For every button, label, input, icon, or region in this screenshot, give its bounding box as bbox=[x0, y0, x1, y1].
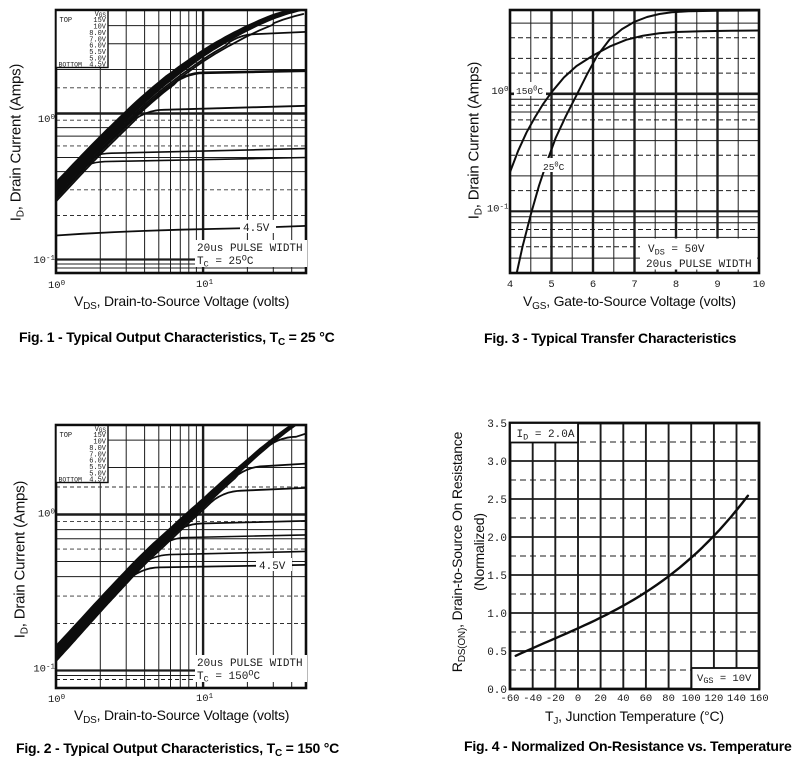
svg-text:8.0V: 8.0V bbox=[89, 445, 107, 453]
svg-text:9: 9 bbox=[714, 279, 720, 291]
svg-text:80: 80 bbox=[662, 693, 675, 705]
svg-text:-20: -20 bbox=[546, 693, 565, 705]
svg-text:4: 4 bbox=[507, 279, 513, 291]
svg-text:3.0: 3.0 bbox=[487, 457, 507, 469]
svg-text:4.5V: 4.5V bbox=[243, 223, 270, 235]
svg-text:VGS = 10V: VGS = 10V bbox=[697, 673, 752, 686]
svg-text:100: 100 bbox=[48, 280, 66, 292]
svg-text:0.0: 0.0 bbox=[487, 685, 507, 697]
svg-text:100: 100 bbox=[48, 694, 66, 706]
svg-text:100: 100 bbox=[491, 86, 509, 98]
svg-text:3.5: 3.5 bbox=[487, 419, 507, 431]
svg-text:6.0V: 6.0V bbox=[89, 458, 107, 466]
svg-text:100: 100 bbox=[38, 114, 56, 126]
svg-text:5.0V: 5.0V bbox=[89, 55, 107, 63]
svg-text:10-1: 10-1 bbox=[33, 255, 55, 267]
svg-text:TC = 25OC: TC = 25OC bbox=[197, 254, 254, 270]
svg-text:4.5V: 4.5V bbox=[89, 477, 107, 485]
svg-text:1.5: 1.5 bbox=[487, 571, 507, 583]
svg-text:20us PULSE WIDTH: 20us PULSE WIDTH bbox=[197, 243, 303, 255]
svg-text:10V: 10V bbox=[93, 24, 106, 32]
svg-text:0: 0 bbox=[575, 693, 581, 705]
svg-text:60: 60 bbox=[640, 693, 653, 705]
svg-text:20: 20 bbox=[594, 693, 607, 705]
svg-text:10: 10 bbox=[753, 279, 766, 291]
svg-text:7: 7 bbox=[631, 279, 637, 291]
svg-text:TOP: TOP bbox=[60, 17, 73, 25]
svg-text:8.0V: 8.0V bbox=[89, 30, 107, 38]
svg-text:2.5: 2.5 bbox=[487, 495, 507, 507]
svg-text:7.0V: 7.0V bbox=[89, 36, 107, 44]
svg-text:40: 40 bbox=[617, 693, 630, 705]
svg-text:4.5V: 4.5V bbox=[89, 62, 107, 70]
svg-text:5.0V: 5.0V bbox=[89, 470, 107, 478]
svg-text:TOP: TOP bbox=[60, 432, 73, 440]
svg-text:TC = 150OC: TC = 150OC bbox=[197, 669, 260, 685]
svg-text:8: 8 bbox=[673, 279, 679, 291]
svg-text:5.5V: 5.5V bbox=[89, 464, 107, 472]
svg-text:120: 120 bbox=[704, 693, 723, 705]
svg-text:2.0: 2.0 bbox=[487, 533, 507, 545]
svg-text:100: 100 bbox=[38, 509, 56, 521]
svg-text:10-1: 10-1 bbox=[487, 204, 509, 216]
svg-text:5.5V: 5.5V bbox=[89, 49, 107, 57]
svg-text:1500C: 1500C bbox=[516, 86, 543, 98]
svg-text:250C: 250C bbox=[543, 162, 565, 174]
svg-text:100: 100 bbox=[682, 693, 701, 705]
svg-text:VGS: VGS bbox=[95, 11, 107, 19]
svg-text:1.0: 1.0 bbox=[487, 609, 507, 621]
svg-text:VDS = 50V: VDS = 50V bbox=[648, 244, 705, 258]
svg-text:-40: -40 bbox=[523, 693, 542, 705]
svg-text:4.5V: 4.5V bbox=[259, 561, 286, 573]
svg-text:160: 160 bbox=[750, 693, 769, 705]
svg-text:15V: 15V bbox=[93, 17, 106, 25]
svg-text:BOTTOM: BOTTOM bbox=[59, 62, 83, 69]
svg-text:20us PULSE WIDTH: 20us PULSE WIDTH bbox=[197, 658, 303, 670]
svg-text:6: 6 bbox=[590, 279, 596, 291]
svg-text:10-1: 10-1 bbox=[33, 664, 55, 676]
svg-text:5: 5 bbox=[548, 279, 554, 291]
svg-text:BOTTOM: BOTTOM bbox=[59, 477, 83, 484]
svg-text:VGS: VGS bbox=[95, 426, 107, 434]
svg-text:101: 101 bbox=[196, 693, 214, 705]
svg-text:ID = 2.0A: ID = 2.0A bbox=[517, 429, 575, 443]
svg-text:-60: -60 bbox=[501, 693, 520, 705]
svg-text:6.0V: 6.0V bbox=[89, 43, 107, 51]
svg-text:0.5: 0.5 bbox=[487, 647, 507, 659]
svg-text:10V: 10V bbox=[93, 439, 106, 447]
svg-text:20us PULSE WIDTH: 20us PULSE WIDTH bbox=[646, 259, 752, 271]
svg-text:7.0V: 7.0V bbox=[89, 451, 107, 459]
svg-text:101: 101 bbox=[196, 279, 214, 291]
svg-text:140: 140 bbox=[727, 693, 746, 705]
svg-text:15V: 15V bbox=[93, 432, 106, 440]
